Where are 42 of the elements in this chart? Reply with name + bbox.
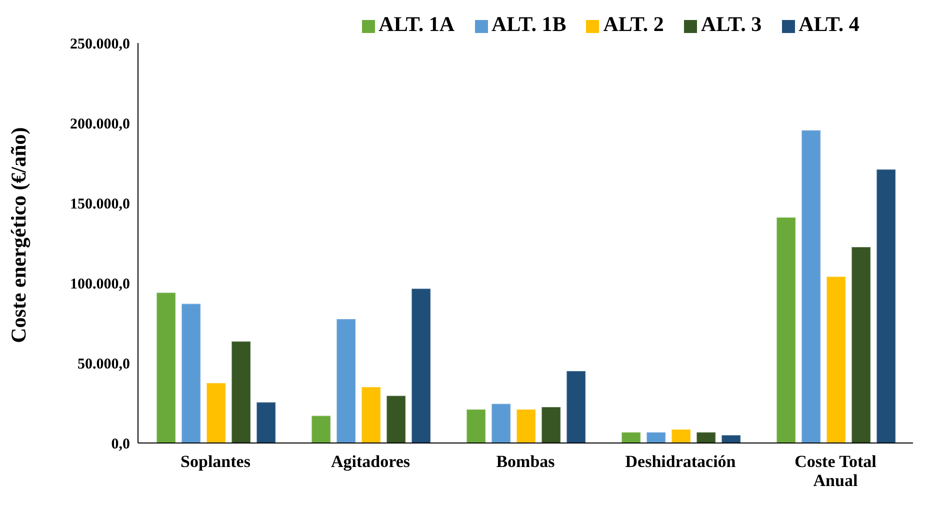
x-tick-label: Coste Total Anual xyxy=(794,452,877,490)
bar xyxy=(516,408,536,443)
bar xyxy=(801,130,822,443)
y-tick-label: 200.000,0 xyxy=(70,116,130,132)
bar xyxy=(646,432,666,443)
bar xyxy=(386,395,406,443)
legend-label: ALT. 1A xyxy=(378,12,455,36)
bar xyxy=(621,432,642,443)
bar xyxy=(156,292,176,443)
bar xyxy=(206,382,226,443)
bar xyxy=(851,246,872,443)
bar xyxy=(696,432,716,443)
bar xyxy=(231,340,252,443)
bar xyxy=(671,428,692,443)
bar xyxy=(466,408,486,443)
y-tick-label: 100.000,0 xyxy=(70,276,130,292)
bar xyxy=(181,303,202,443)
bar xyxy=(566,370,586,443)
bar xyxy=(311,415,332,443)
x-tick-label: Bombas xyxy=(496,452,556,471)
y-tick-label: 0,0 xyxy=(111,436,130,452)
y-tick-label: 150.000,0 xyxy=(70,196,130,212)
bar xyxy=(541,406,562,443)
bar xyxy=(876,168,896,443)
bar xyxy=(491,403,512,443)
bar xyxy=(256,402,276,443)
x-tick-label: Agitadores xyxy=(330,452,410,471)
bar xyxy=(826,276,846,443)
bar xyxy=(411,288,432,443)
bar xyxy=(776,216,796,443)
legend-label: ALT. 2 xyxy=(603,12,664,36)
bar xyxy=(361,386,382,443)
y-tick-label: 250.000,0 xyxy=(70,36,130,52)
bar xyxy=(721,434,742,443)
y-axis-title: Coste energético (€/año) xyxy=(6,127,30,343)
x-tick-label: Deshidratación xyxy=(625,452,736,471)
legend-label: ALT. 4 xyxy=(798,12,860,36)
bar xyxy=(336,318,356,443)
legend-label: ALT. 1B xyxy=(492,12,566,36)
x-tick-label: Soplantes xyxy=(180,452,251,471)
y-tick-label: 50.000,0 xyxy=(78,356,130,372)
legend-label: ALT. 3 xyxy=(700,12,762,36)
